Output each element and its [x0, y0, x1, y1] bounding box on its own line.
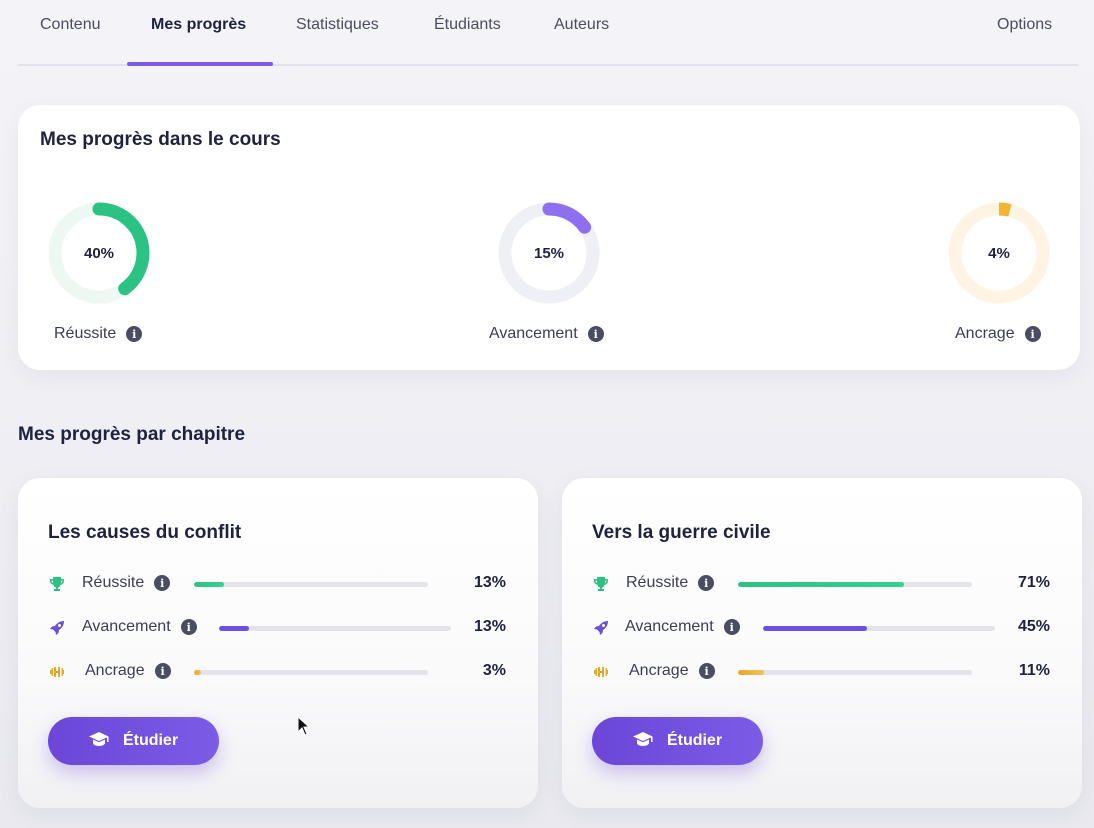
avancement-progress-bar [763, 626, 995, 631]
study-button[interactable]: Étudier [48, 717, 219, 765]
mouse-cursor-icon [297, 716, 311, 736]
avancement-row-label: Avancement i [82, 618, 197, 636]
info-icon[interactable]: i [698, 663, 715, 679]
chapter-title: Vers la guerre civile [592, 522, 771, 543]
trophy-icon [592, 575, 610, 593]
course-tabs: Contenu Mes progrès Statistiques Étudian… [18, 0, 1078, 66]
ancrage-row-label: Ancrage i [85, 662, 171, 680]
reussite-ring-arc [48, 202, 150, 304]
avancement-progress-bar [219, 626, 451, 631]
row-label-text: Ancrage [85, 662, 145, 679]
reussite-row-value: 71% [1017, 574, 1050, 591]
tab-statistiques[interactable]: Statistiques [296, 16, 379, 33]
ancrage-progress-bar [194, 670, 428, 675]
tab-contenu[interactable]: Contenu [40, 16, 101, 33]
chapter-metric-row: Réussite i 13% [48, 572, 508, 596]
active-tab-indicator [127, 62, 273, 66]
info-icon[interactable]: i [126, 326, 143, 342]
avancement-ring: 15% [497, 201, 601, 305]
reussite-metric-label: Réussite i [54, 325, 143, 343]
chapter-metric-row: Réussite i 71% [592, 572, 1052, 596]
tab-auteurs[interactable]: Auteurs [554, 16, 610, 33]
avancement-row-label: Avancement i [625, 618, 740, 636]
graduation-cap-icon [632, 731, 653, 752]
ancrage-ring-value: 4% [988, 244, 1010, 262]
ancrage-label-text: Ancrage [955, 325, 1015, 342]
study-button-label: Étudier [666, 732, 723, 749]
chapter-metric-row: Ancrage i 11% [592, 660, 1052, 684]
ancrage-ring-arc [948, 202, 1050, 304]
ancrage-row-value: 3% [482, 662, 506, 679]
info-icon[interactable]: i [723, 619, 740, 635]
info-icon[interactable]: i [154, 663, 171, 679]
chapter-metric-row: Avancement i 13% [48, 616, 508, 640]
ancrage-progress-fill [194, 670, 202, 675]
row-label-text: Avancement [625, 618, 714, 635]
tab-mes-progres[interactable]: Mes progrès [151, 16, 247, 33]
avancement-row-value: 13% [473, 618, 506, 635]
dumbbell-icon [48, 663, 66, 681]
rocket-icon [48, 619, 66, 637]
reussite-progress-fill [738, 582, 905, 587]
chapter-card: Vers la guerre civile Réussite i 71% Ava… [562, 478, 1082, 808]
avancement-metric-label: Avancement i [489, 325, 604, 343]
dumbbell-icon [592, 663, 610, 681]
avancement-ring-arc [498, 202, 600, 304]
reussite-ring-chart [48, 202, 150, 304]
chapter-metric-row: Ancrage i 3% [48, 660, 508, 684]
chapters-section-title: Mes progrès par chapitre [18, 424, 246, 445]
avancement-progress-fill [763, 626, 868, 631]
options-tab[interactable]: Options [997, 16, 1053, 33]
row-label-text: Avancement [82, 618, 171, 635]
info-icon[interactable]: i [154, 575, 171, 591]
trophy-icon [48, 575, 66, 593]
reussite-row-value: 13% [473, 574, 506, 591]
row-label-text: Réussite [82, 574, 145, 591]
tab-etudiants[interactable]: Étudiants [434, 16, 501, 33]
study-button-label: Étudier [122, 732, 179, 749]
graduation-cap-icon [88, 731, 109, 752]
reussite-label-text: Réussite [54, 325, 117, 342]
reussite-progress-bar [738, 582, 972, 587]
row-label-text: Ancrage [629, 662, 689, 679]
reussite-progress-bar [194, 582, 428, 587]
info-icon[interactable]: i [698, 575, 715, 591]
course-progress-title: Mes progrès dans le cours [40, 129, 281, 150]
chapter-metric-row: Avancement i 45% [592, 616, 1052, 640]
reussite-row-label: Réussite i [82, 574, 171, 592]
rocket-icon [592, 619, 610, 637]
avancement-ring-chart [498, 202, 600, 304]
ancrage-progress-fill [738, 670, 764, 675]
ancrage-progress-bar [738, 670, 972, 675]
chapter-title: Les causes du conflit [48, 522, 242, 543]
avancement-label-text: Avancement [489, 325, 578, 342]
info-icon[interactable]: i [1024, 326, 1041, 342]
reussite-row-label: Réussite i [626, 574, 715, 592]
row-label-text: Réussite [626, 574, 689, 591]
ancrage-metric-label: Ancrage i [955, 325, 1041, 343]
chapter-card: Les causes du conflit Réussite i 13% Ava… [18, 478, 538, 808]
reussite-ring: 40% [47, 201, 151, 305]
ancrage-ring: 4% [947, 201, 1051, 305]
avancement-progress-fill [219, 626, 250, 631]
course-progress-card: Mes progrès dans le cours 40% Réussite i… [18, 105, 1080, 370]
study-button[interactable]: Étudier [592, 717, 763, 765]
ancrage-ring-chart [948, 202, 1050, 304]
info-icon[interactable]: i [180, 619, 197, 635]
ancrage-row-value: 11% [1018, 662, 1050, 679]
avancement-ring-value: 15% [533, 244, 565, 262]
ancrage-row-label: Ancrage i [629, 662, 715, 680]
avancement-row-value: 45% [1017, 618, 1050, 635]
reussite-progress-fill [194, 582, 225, 587]
reussite-ring-value: 40% [83, 244, 115, 262]
info-icon[interactable]: i [587, 326, 604, 342]
